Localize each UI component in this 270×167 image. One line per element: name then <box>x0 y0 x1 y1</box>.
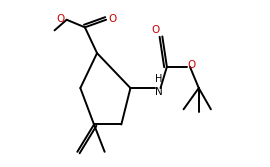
Text: O: O <box>56 14 65 24</box>
Text: H: H <box>156 74 163 84</box>
Text: O: O <box>109 14 117 24</box>
Text: N: N <box>156 87 163 97</box>
Text: O: O <box>188 59 196 69</box>
Text: O: O <box>151 25 159 35</box>
